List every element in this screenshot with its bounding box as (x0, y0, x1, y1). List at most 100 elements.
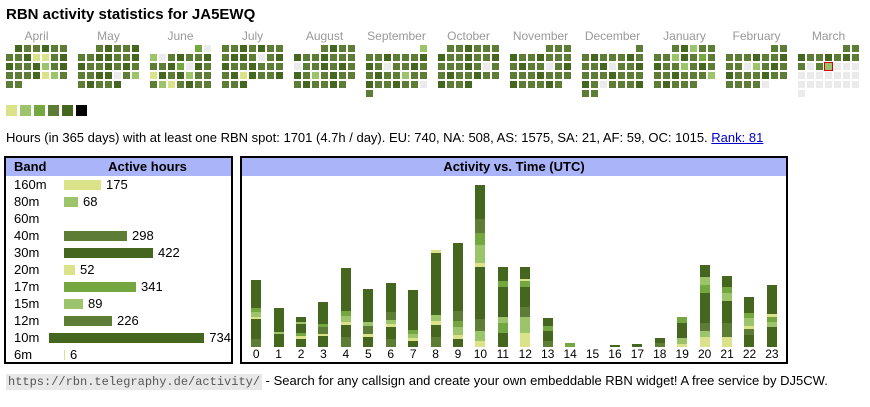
day-cell (42, 72, 49, 79)
day-cell (132, 72, 139, 79)
month-label: March (811, 29, 846, 43)
day-cell (456, 54, 463, 61)
band-label: 160m (14, 177, 47, 192)
bar-segment (475, 245, 486, 263)
month-block: June (150, 29, 211, 97)
hour-column: 17 (626, 176, 648, 362)
day-cell (555, 63, 562, 70)
month-block: November (510, 29, 571, 97)
month-grid (726, 45, 787, 88)
day-cell (825, 81, 832, 88)
bar-segment (520, 281, 531, 287)
day-cell (321, 54, 328, 61)
day-cell (528, 81, 535, 88)
day-cell (807, 54, 814, 61)
day-cell (60, 72, 67, 79)
band-row: 30m 422 (6, 244, 231, 261)
bar-segment (475, 319, 486, 331)
month-label: June (167, 29, 194, 43)
month-block: February (726, 29, 787, 97)
day-cell (609, 72, 616, 79)
day-cell (609, 54, 616, 61)
day-cell (348, 54, 355, 61)
day-cell (6, 81, 13, 88)
day-cell (375, 81, 382, 88)
day-cell (753, 81, 760, 88)
day-cell (780, 72, 787, 79)
day-cell (42, 45, 49, 52)
bar-segment (408, 334, 419, 338)
day-cell (699, 72, 706, 79)
day-cell (636, 63, 643, 70)
bar-segment (430, 325, 441, 337)
hour-label: 13 (541, 347, 555, 361)
day-cell (483, 63, 490, 70)
band-bar (64, 315, 112, 326)
band-row: 17m 341 (6, 278, 231, 295)
hour-column: 14 (559, 176, 581, 362)
day-cell (96, 45, 103, 52)
day-cell (420, 63, 427, 70)
day-cell (42, 54, 49, 61)
hour-label: 17 (630, 347, 645, 361)
day-cell (618, 54, 625, 61)
bar-segment (363, 337, 374, 347)
day-cell (177, 63, 184, 70)
widget-url: https://rbn.telegraphy.de/activity/ (6, 374, 263, 390)
hour-column: 2 (290, 176, 312, 362)
hour-bar-stack (273, 308, 284, 347)
hour-bar-stack (497, 267, 508, 347)
bar-segment (475, 331, 486, 341)
day-cell (447, 45, 454, 52)
hour-column: 23 (761, 176, 783, 362)
day-cell (411, 72, 418, 79)
day-cell (600, 63, 607, 70)
legend-swatch (62, 105, 73, 116)
day-cell (762, 54, 769, 61)
day-cell (339, 81, 346, 88)
day-cell (537, 81, 544, 88)
bar-segment (296, 339, 307, 347)
day-cell (438, 81, 445, 88)
day-cell (474, 54, 481, 61)
rank-link[interactable]: Rank: 81 (711, 130, 764, 145)
bar-segment (430, 315, 441, 321)
day-cell (204, 54, 211, 61)
band-label: 15m (14, 296, 40, 311)
day-cell (348, 45, 355, 52)
hour-label: 23 (765, 347, 779, 361)
legend-swatch (76, 105, 87, 116)
hour-bar-stack (722, 276, 733, 347)
day-cell (672, 63, 679, 70)
hour-bar-stack (542, 318, 553, 347)
day-cell (96, 72, 103, 79)
day-cell (375, 72, 382, 79)
bar-segment (766, 314, 777, 317)
band-bar (64, 179, 101, 190)
bar-segment (699, 293, 710, 323)
bar-segment (453, 327, 463, 335)
bar-segment (475, 219, 486, 233)
bar-segment (318, 302, 329, 324)
bar-segment (430, 250, 441, 253)
activity-time-chart: 0 1 2 3 4 5 6 7 8 9 10 11 12 13 14 15 16 17 18 19 20 21 22 23 (242, 176, 786, 362)
bar-segment (744, 313, 755, 318)
day-cell (591, 72, 598, 79)
day-cell (654, 63, 661, 70)
day-cell (807, 72, 814, 79)
day-cell (555, 54, 562, 61)
day-cell (816, 63, 823, 70)
day-cell (852, 81, 859, 88)
month-grid (798, 45, 859, 97)
band-label: 40m (14, 228, 40, 243)
bar-segment (340, 337, 351, 347)
bar-segment (722, 276, 733, 287)
band-bar (64, 281, 136, 292)
day-cell (168, 81, 175, 88)
day-cell (114, 72, 121, 79)
bar-segment (408, 290, 419, 330)
day-cell (591, 90, 598, 97)
day-cell (465, 72, 472, 79)
day-cell (627, 72, 634, 79)
band-row: 160m 175 (6, 176, 231, 193)
